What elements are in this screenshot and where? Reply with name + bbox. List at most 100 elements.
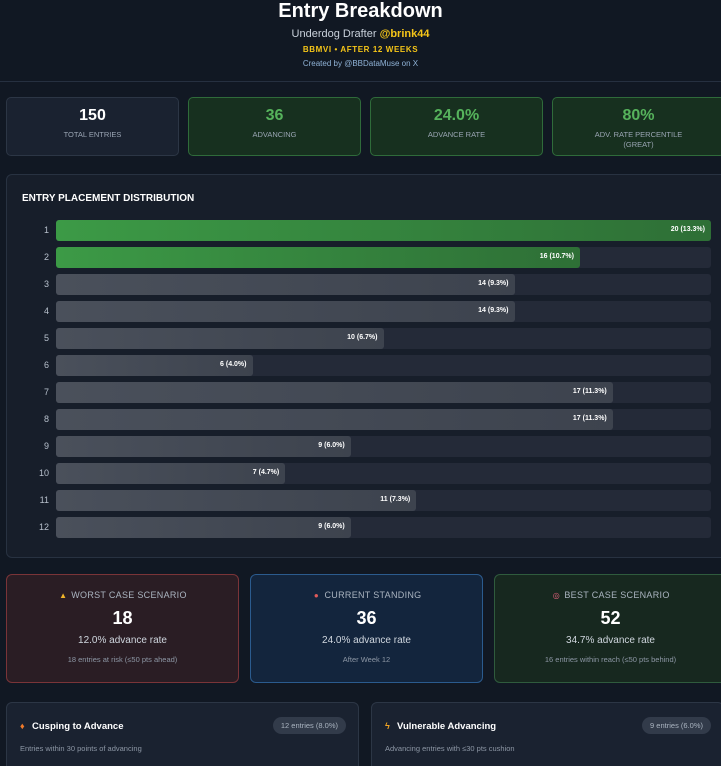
panel-description: Advancing entries with ≤30 pts cushion	[385, 744, 515, 753]
category-label: 8	[43, 414, 49, 424]
bar-value-label: 20 (13.3%)	[670, 226, 705, 233]
bar-track: 10 (6.7%)	[56, 328, 711, 349]
category-label: 1	[43, 225, 49, 235]
bar: 16 (10.7%)	[56, 247, 580, 268]
bar-value-label: 6 (4.0%)	[220, 361, 247, 368]
bar-track: 14 (9.3%)	[56, 301, 711, 322]
fire-icon: ♦	[20, 721, 25, 731]
bar-track: 11 (7.3%)	[56, 490, 711, 511]
bar-track: 20 (13.3%)	[56, 220, 711, 241]
bar: 9 (6.0%)	[56, 517, 351, 538]
stat-advancing: 36 ADVANCING	[188, 97, 361, 156]
panel-title-text: Vulnerable Advancing	[397, 721, 497, 732]
chart-row: 9 9 (6.0%)	[7, 436, 721, 457]
category-label: 4	[43, 306, 49, 316]
chart-row: 1 20 (13.3%)	[7, 220, 721, 241]
subtitle: Underdog Drafter @brink44	[0, 28, 721, 40]
bar: 11 (7.3%)	[56, 490, 417, 511]
bar: 20 (13.3%)	[56, 220, 711, 241]
bar-track: 7 (4.7%)	[56, 463, 711, 484]
bar: 17 (11.3%)	[56, 409, 613, 430]
stats-row: 150 TOTAL ENTRIES 36 ADVANCING 24.0% ADV…	[6, 97, 721, 156]
count-badge: 12 entries (8.0%)	[272, 717, 346, 734]
contest-tag: BBMVI • AFTER 12 WEEKS	[302, 45, 419, 54]
card-title-text: BEST CASE SCENARIO	[564, 590, 670, 600]
current-standing-card: ● CURRENT STANDING 36 24.0% advance rate …	[250, 574, 483, 683]
placement-distribution-chart: ENTRY PLACEMENT DISTRIBUTION 1 20 (13.3%)…	[6, 174, 721, 558]
bar-track: 17 (11.3%)	[56, 382, 711, 403]
card-rate: 12.0% advance rate	[78, 635, 167, 646]
cusping-panel: ♦ Cusping to Advance 12 entries (8.0%) En…	[6, 702, 359, 766]
bar-value-label: 17 (11.3%)	[572, 415, 607, 422]
bar: 10 (6.7%)	[56, 328, 384, 349]
stat-advance-rate: 24.0% ADVANCE RATE	[370, 97, 543, 156]
category-label: 7	[43, 387, 49, 397]
card-rate: 24.0% advance rate	[322, 635, 411, 646]
bar-track: 9 (6.0%)	[56, 436, 711, 457]
bar-track: 14 (9.3%)	[56, 274, 711, 295]
panel-description: Entries within 30 points of advancing	[20, 744, 142, 753]
stat-value: 36	[265, 107, 284, 124]
chart-row: 4 14 (9.3%)	[7, 301, 721, 322]
stat-value: 80%	[622, 107, 655, 124]
card-note: After Week 12	[342, 655, 391, 664]
header: Entry Breakdown Underdog Drafter @brink4…	[0, 0, 721, 82]
pin-icon: ●	[313, 591, 320, 600]
stat-value: 150	[79, 107, 106, 124]
bar-track: 16 (10.7%)	[56, 247, 711, 268]
category-label: 9	[43, 441, 49, 451]
chart-row: 12 9 (6.0%)	[7, 517, 721, 538]
stat-label: ADVANCING	[252, 130, 297, 139]
drafter-handle: @brink44	[379, 28, 430, 40]
card-title: ▲ WORST CASE SCENARIO	[7, 590, 238, 600]
bottom-panels: ♦ Cusping to Advance 12 entries (8.0%) En…	[6, 702, 721, 766]
card-title-text: CURRENT STANDING	[324, 590, 422, 600]
bar-value-label: 7 (4.7%)	[252, 469, 280, 476]
stat-label: ADV. RATE PERCENTILE (GREAT)	[553, 130, 721, 150]
card-rate: 34.7% advance rate	[566, 635, 655, 646]
credit-line: Created by @BBDataMuse on X	[302, 59, 419, 68]
stat-label: TOTAL ENTRIES	[63, 130, 122, 139]
bar-value-label: 17 (11.3%)	[572, 388, 607, 395]
vulnerable-panel: ϟ Vulnerable Advancing 9 entries (6.0%) A…	[371, 702, 721, 766]
category-label: 6	[43, 360, 49, 370]
chart-row: 5 10 (6.7%)	[7, 328, 721, 349]
category-label: 2	[43, 252, 49, 262]
bar-value-label: 16 (10.7%)	[539, 253, 574, 260]
scenarios-row: ▲ WORST CASE SCENARIO 18 12.0% advance ra…	[6, 574, 721, 683]
chart-row: 10 7 (4.7%)	[7, 463, 721, 484]
bar: 9 (6.0%)	[56, 436, 351, 457]
bar-value-label: 9 (6.0%)	[318, 442, 345, 449]
bar-value-label: 11 (7.3%)	[380, 496, 411, 503]
chart-row: 7 17 (11.3%)	[7, 382, 721, 403]
chart-row: 3 14 (9.3%)	[7, 274, 721, 295]
bar: 14 (9.3%)	[56, 274, 515, 295]
category-label: 3	[43, 279, 49, 289]
bar-value-label: 14 (9.3%)	[478, 307, 509, 314]
bar-track: 9 (6.0%)	[56, 517, 711, 538]
card-value: 36	[356, 608, 377, 628]
warning-icon: ▲	[59, 591, 68, 600]
bar-value-label: 9 (6.0%)	[318, 523, 345, 530]
bar: 17 (11.3%)	[56, 382, 613, 403]
category-label: 5	[43, 333, 49, 343]
subtitle-prefix: Underdog Drafter	[291, 28, 377, 40]
card-title-text: WORST CASE SCENARIO	[71, 590, 187, 600]
card-value: 52	[600, 608, 621, 628]
chart-row: 2 16 (10.7%)	[7, 247, 721, 268]
card-note: 16 entries within reach (≤50 pts behind)	[544, 655, 677, 664]
stat-value: 24.0%	[433, 107, 480, 124]
stat-label-main: ADV. RATE PERCENTILE	[594, 130, 683, 139]
panel-title-text: Cusping to Advance	[32, 721, 124, 732]
worst-case-card: ▲ WORST CASE SCENARIO 18 12.0% advance ra…	[6, 574, 239, 683]
target-icon: ◎	[552, 591, 560, 600]
stat-total-entries: 150 TOTAL ENTRIES	[6, 97, 179, 156]
chart-row: 11 11 (7.3%)	[7, 490, 721, 511]
bar: 6 (4.0%)	[56, 355, 253, 376]
bar-value-label: 14 (9.3%)	[478, 280, 509, 287]
bar: 14 (9.3%)	[56, 301, 515, 322]
card-value: 18	[112, 608, 133, 628]
category-label: 11	[39, 495, 49, 505]
chart-title: ENTRY PLACEMENT DISTRIBUTION	[22, 193, 195, 204]
card-note: 18 entries at risk (≤50 pts ahead)	[67, 655, 178, 664]
